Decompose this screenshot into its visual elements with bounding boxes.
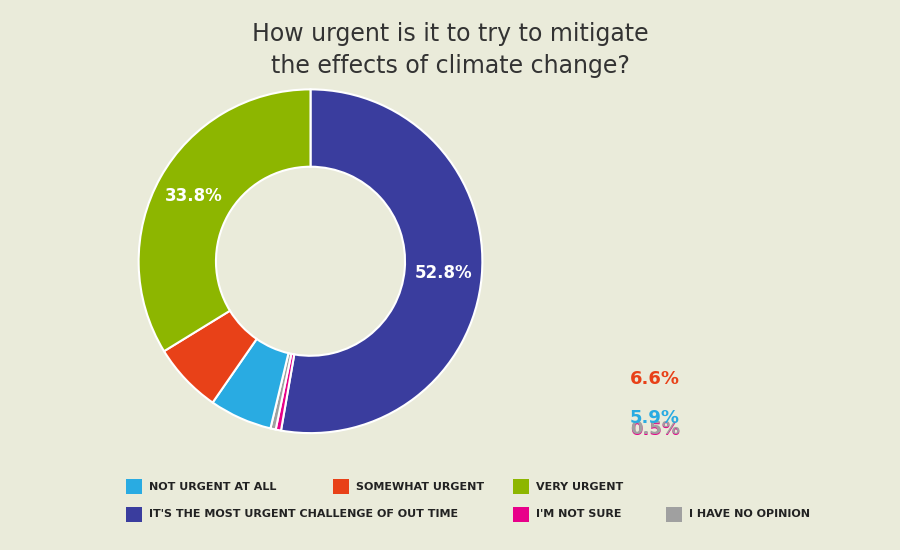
Text: SOMEWHAT URGENT: SOMEWHAT URGENT — [356, 482, 484, 492]
Text: I HAVE NO OPINION: I HAVE NO OPINION — [689, 509, 810, 519]
Text: 0.5%: 0.5% — [630, 420, 680, 438]
Text: 5.9%: 5.9% — [233, 374, 279, 392]
Wedge shape — [281, 89, 482, 433]
Wedge shape — [164, 311, 256, 403]
Text: 33.8%: 33.8% — [166, 187, 223, 205]
Text: I'M NOT SURE: I'M NOT SURE — [536, 509, 622, 519]
Wedge shape — [270, 353, 292, 430]
Text: How urgent is it to try to mitigate
the effects of climate change?: How urgent is it to try to mitigate the … — [252, 22, 648, 78]
Text: 6.6%: 6.6% — [191, 344, 237, 362]
Text: 0.5%: 0.5% — [630, 421, 680, 439]
Text: 5.9%: 5.9% — [630, 409, 680, 427]
Wedge shape — [275, 354, 294, 431]
Wedge shape — [212, 339, 289, 428]
Text: NOT URGENT AT ALL: NOT URGENT AT ALL — [149, 482, 277, 492]
Text: IT'S THE MOST URGENT CHALLENGE OF OUT TIME: IT'S THE MOST URGENT CHALLENGE OF OUT TI… — [149, 509, 458, 519]
Text: VERY URGENT: VERY URGENT — [536, 482, 624, 492]
Text: 52.8%: 52.8% — [414, 264, 472, 282]
Text: 6.6%: 6.6% — [630, 370, 680, 388]
Wedge shape — [139, 89, 310, 351]
